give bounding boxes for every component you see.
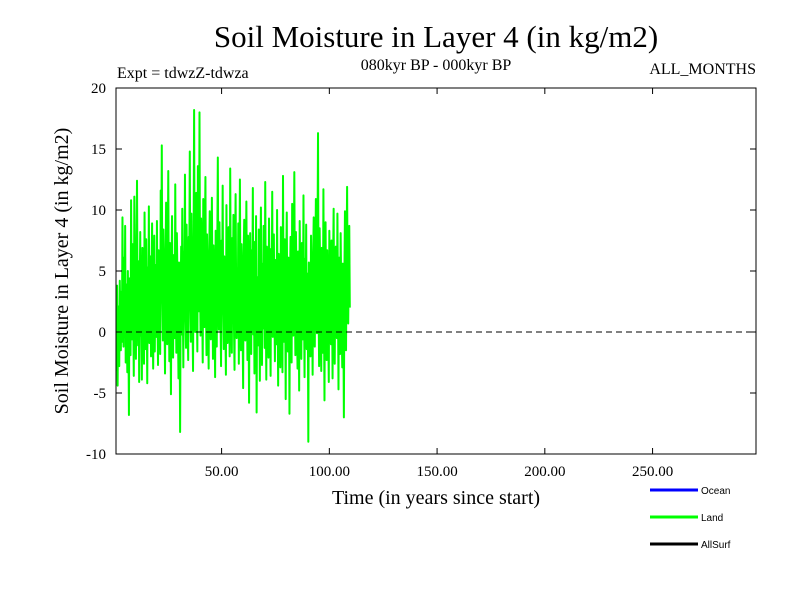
series-line-land [116,108,351,443]
experiment-label: Expt = tdwzZ-tdwza [117,65,249,82]
x-tick-label: 50.00 [205,464,239,480]
y-tick-label: 20 [91,81,106,97]
plot-area [115,87,757,455]
chart-subtitle: 080kyr BP - 000kyr BP [361,57,512,74]
legend-label-ocean: Ocean [701,486,730,497]
season-label: ALL_MONTHS [649,61,756,78]
y-tick-label: 0 [99,325,107,341]
y-tick-label: 15 [91,142,106,158]
legend-label-land: Land [701,513,723,524]
y-tick-label: -5 [94,386,107,402]
y-tick-label: 10 [91,203,106,219]
y-tick-label: 5 [99,264,107,280]
x-tick-label: 150.00 [416,464,457,480]
series-layer [116,108,351,443]
chart-title: Soil Moisture in Layer 4 (in kg/m2) [214,19,658,54]
x-axis-label: Time (in years since start) [332,487,540,509]
x-axis-ticks: 50.00 100.00 150.00 200.00 250.00 [205,88,673,480]
y-axis-label: Soil Moisture in Layer 4 (in kg/m2) [51,128,73,415]
legend-label-allsurf: AllSurf [701,540,731,551]
x-tick-label: 250.00 [632,464,673,480]
x-tick-label: 100.00 [309,464,350,480]
y-axis-ticks: -10 -5 0 5 10 15 20 [86,81,756,463]
legend: Ocean Land AllSurf [650,486,731,551]
x-tick-label: 200.00 [524,464,565,480]
y-tick-label: -10 [86,447,106,463]
